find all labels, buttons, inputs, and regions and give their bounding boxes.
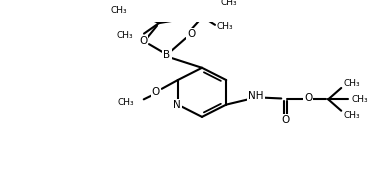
Text: B: B: [164, 50, 170, 60]
Text: O: O: [304, 93, 312, 103]
Text: O: O: [152, 87, 160, 97]
Text: CH₃: CH₃: [344, 111, 361, 120]
Text: CH₃: CH₃: [352, 95, 369, 104]
Text: CH₃: CH₃: [344, 79, 361, 88]
Text: CH₃: CH₃: [217, 22, 233, 31]
Text: O: O: [281, 115, 290, 125]
Text: CH₃: CH₃: [116, 31, 133, 40]
Text: O: O: [187, 29, 195, 39]
Text: N: N: [173, 100, 180, 110]
Text: NH: NH: [248, 91, 264, 101]
Text: CH₃: CH₃: [221, 0, 237, 6]
Text: CH₃: CH₃: [110, 6, 127, 15]
Text: O: O: [139, 36, 147, 46]
Text: CH₃: CH₃: [117, 98, 134, 107]
